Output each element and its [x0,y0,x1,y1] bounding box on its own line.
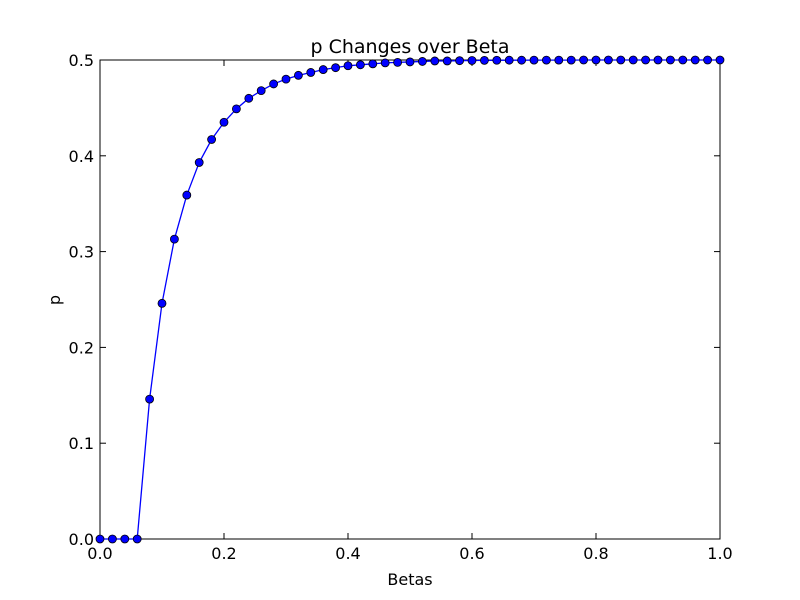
x-tick-label: 0.4 [335,544,360,563]
plot-area-frame [99,59,721,540]
data-point [591,55,601,65]
y-tick-label: 0.4 [69,147,94,166]
data-point [231,104,241,114]
data-point [678,55,688,65]
data-point [219,117,229,127]
data-point [703,55,712,65]
data-point [145,394,155,404]
data-point [542,55,551,65]
y-axis-label: p [45,295,64,305]
data-point [529,55,539,65]
data-point [479,55,489,65]
data-point [281,74,291,84]
data-point [194,158,204,167]
data-series [95,55,725,544]
data-point [467,56,477,65]
data-point [331,63,341,73]
data-point [442,56,452,66]
data-point [604,55,613,65]
data-point [455,56,465,66]
x-tick-label: 0.6 [459,544,484,563]
data-point [355,60,365,70]
data-point [504,55,514,65]
data-point [417,57,427,66]
data-point [182,190,192,200]
data-point [132,534,142,544]
data-point [554,55,564,65]
data-point [616,55,626,65]
data-point [641,55,650,65]
data-point [368,59,378,69]
data-point [566,55,576,65]
x-axis-label: Betas [387,570,432,589]
x-tick-label: 0.2 [211,544,236,563]
data-point [715,55,725,65]
data-point [628,55,638,65]
data-point [517,55,526,65]
data-point [244,93,254,103]
y-tick-label: 0.3 [69,243,94,262]
data-point [306,68,316,77]
chart-title: p Changes over Beta [310,36,509,58]
data-point [269,79,279,89]
y-tick-label: 0.0 [69,530,94,549]
x-tick-label: 1.0 [707,544,732,563]
data-point [95,534,105,544]
data-point [653,55,663,65]
data-point [666,55,675,65]
data-point [430,56,440,66]
y-tick-label: 0.1 [69,434,94,453]
data-point [157,298,167,308]
data-point [393,57,403,67]
data-point [207,135,217,144]
data-point [405,57,415,67]
x-tick-label: 0.8 [583,544,608,563]
data-point [690,55,700,65]
data-point [256,86,266,96]
y-tick-label: 0.5 [69,51,94,70]
data-point [293,70,303,80]
data-point [120,534,130,544]
data-point [318,65,328,74]
data-point [169,234,179,244]
axis-tick-labels: 0.0 0.2 0.4 0.6 0.8 1.0 0.0 0.1 0.2 0.3 0.4 0.5 [69,51,733,563]
data-point [492,55,502,65]
data-point [579,55,588,65]
data-point [343,61,353,71]
data-point [108,534,117,544]
x-tick-label: 0.0 [87,544,112,563]
y-tick-label: 0.2 [69,338,94,357]
data-point [380,58,390,68]
